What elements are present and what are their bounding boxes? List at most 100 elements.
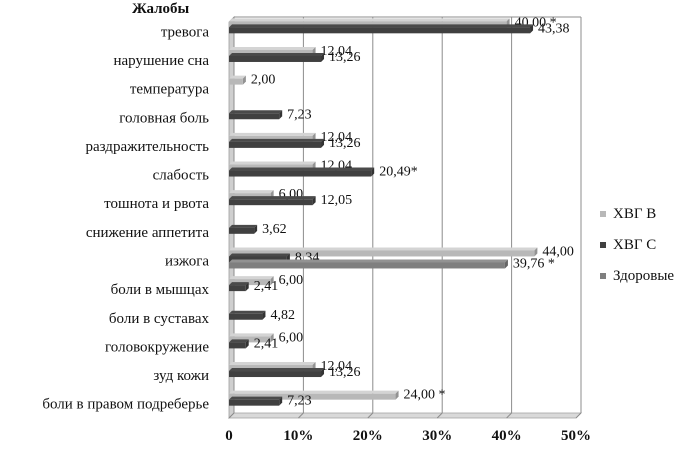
bar-end (530, 24, 534, 34)
bar-top (229, 282, 249, 286)
data-label: 20,49* (379, 165, 418, 180)
data-label: 12,04 (321, 359, 353, 374)
bar (229, 399, 280, 406)
category-label: тревога (161, 24, 210, 40)
bar-end (279, 110, 283, 120)
bar-top (229, 75, 246, 79)
category-label: нарушение сна (113, 53, 209, 69)
category-label: раздражительность (86, 139, 210, 155)
legend-label: ХВГ В (613, 206, 656, 222)
bar-end (245, 282, 249, 292)
bar-end (254, 224, 258, 234)
x-tick-label: 10% (283, 428, 313, 444)
bar-top (229, 110, 283, 114)
bar-top (229, 310, 266, 314)
category-label: изжога (165, 253, 209, 269)
gridline-floor (436, 412, 443, 419)
legend-swatch (600, 242, 606, 248)
bar (229, 141, 322, 148)
bar-top (229, 132, 316, 136)
category-label: тошнота и рвота (104, 196, 209, 212)
bar-top (229, 390, 399, 394)
category-label: зуд кожи (153, 368, 209, 384)
bar (229, 227, 255, 234)
bar-end (321, 52, 325, 62)
data-label: 43,38 (538, 21, 570, 36)
bar (229, 250, 535, 257)
data-label: 39,76 * (513, 256, 555, 271)
bar-end (262, 310, 266, 320)
data-label: 13,26 (329, 136, 361, 151)
category-label: головная боль (119, 110, 209, 126)
bar-end (321, 138, 325, 148)
legend-label: ХВГ С (613, 237, 656, 253)
bar-top (229, 46, 316, 50)
bar-end (534, 247, 538, 257)
gridline-floor (575, 412, 582, 419)
bar (229, 285, 246, 292)
bar-end (270, 333, 274, 343)
data-label: 13,26 (329, 365, 361, 380)
bar (229, 170, 372, 177)
bar-end (321, 368, 325, 378)
bar (229, 199, 313, 206)
gridline-floor (228, 412, 235, 419)
category-label: слабость (153, 168, 210, 184)
data-label: 24,00 * (404, 388, 446, 403)
bar (229, 313, 263, 320)
category-label: температура (130, 82, 210, 98)
gridline-floor (367, 412, 374, 419)
category-label: боли в мышцах (111, 282, 210, 298)
bar (229, 55, 322, 62)
bar (229, 336, 271, 343)
bar (229, 342, 246, 349)
data-label: 12,04 (321, 44, 353, 59)
bar-end (504, 259, 508, 269)
bar-top (229, 138, 325, 142)
data-label: 2,41 (254, 279, 279, 294)
category-label: боли в суставах (109, 311, 210, 327)
bar-end (279, 396, 283, 406)
legend-swatch (600, 273, 606, 279)
bar-end (242, 75, 246, 85)
bar-top (229, 253, 290, 257)
y-axis-title: Жалобы (132, 1, 190, 17)
bar (229, 393, 396, 400)
bar-top (229, 161, 316, 165)
bar-top (229, 52, 325, 56)
bar (229, 113, 280, 120)
data-label: 4,82 (270, 308, 295, 323)
bar-end (245, 339, 249, 349)
data-label: 44,00 (542, 244, 574, 259)
bar (229, 262, 505, 269)
bar (229, 27, 531, 34)
bar (229, 279, 271, 286)
data-label: 12,04 (321, 130, 353, 145)
data-label: 6,00 (279, 273, 304, 288)
bar-top (229, 196, 316, 200)
data-label: 7,23 (287, 107, 312, 122)
x-tick-label: 40% (492, 428, 522, 444)
x-tick-label: 20% (353, 428, 383, 444)
bar-top (229, 259, 508, 263)
data-label: 2,41 (254, 336, 279, 351)
data-label: 12,05 (321, 193, 353, 208)
x-tick-label: 30% (422, 428, 452, 444)
chart-floor (228, 412, 582, 419)
gridline-floor (506, 412, 512, 419)
bar-end (371, 167, 375, 177)
x-tick-label: 0 (225, 428, 233, 444)
x-tick-label: 50% (561, 428, 591, 444)
bar-top (229, 276, 274, 280)
data-label: 2,00 (251, 73, 276, 88)
bar-top (229, 167, 375, 171)
category-label: боли в правом подреберье (42, 397, 209, 413)
bar-end (395, 390, 399, 400)
bar-top (229, 368, 325, 372)
bar (229, 371, 322, 378)
bar-top (229, 396, 283, 400)
bar-top (229, 224, 258, 228)
bar-top (229, 24, 534, 28)
